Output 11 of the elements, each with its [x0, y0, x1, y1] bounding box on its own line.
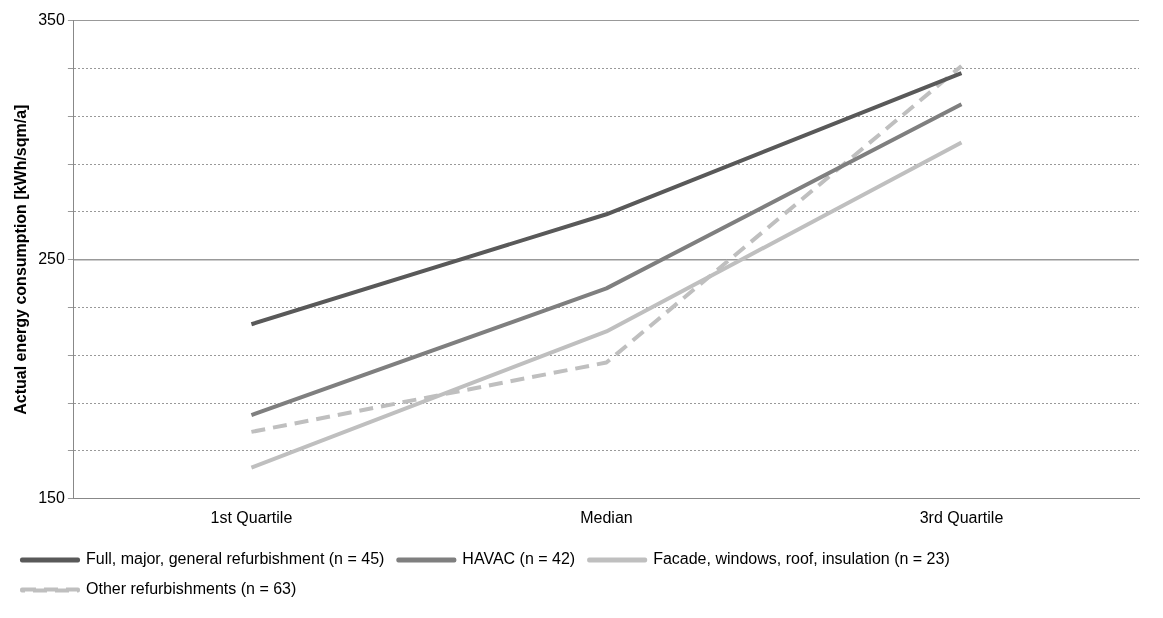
x-tick-label: 1st Quartile: [210, 508, 293, 526]
x-tick-label: 3rd Quartile: [919, 508, 1004, 526]
legend-label: HAVAC (n = 42): [462, 550, 576, 568]
legend-label: Facade, windows, roof, insulation (n = 23): [653, 550, 950, 568]
legend-label: Other refurbishments (n = 63): [86, 580, 297, 598]
x-tick-label: Median: [580, 508, 633, 526]
y-tick-label: 350: [38, 11, 65, 29]
y-tick-label: 250: [38, 250, 65, 268]
legend-label: Full, major, general refurbishment (n = 45): [86, 550, 385, 568]
y-tick-label: 150: [38, 489, 65, 507]
y-axis-title: Actual energy consumption [kWh/sqm/a]: [12, 104, 30, 415]
